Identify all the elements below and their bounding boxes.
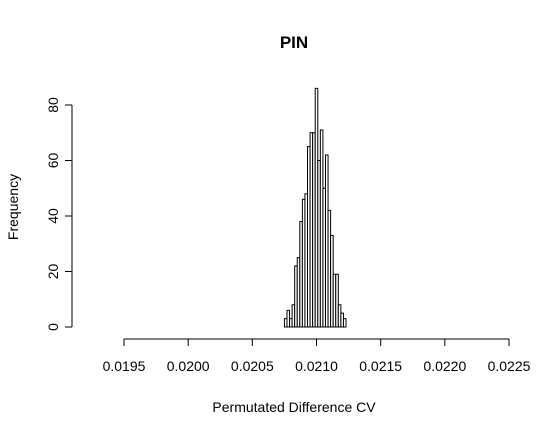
y-axis: 0 20 40 60 80 [45, 97, 73, 331]
x-tick-label: 0.0215 [359, 358, 402, 374]
y-axis-label: Frequency [5, 174, 21, 240]
histogram-bar [335, 273, 339, 328]
x-tick-label: 0.0195 [103, 358, 146, 374]
x-tick-label: 0.0210 [295, 358, 338, 374]
histogram-bar [342, 318, 347, 328]
x-tick-label: 0.0225 [488, 358, 531, 374]
y-tick-label: 60 [45, 153, 61, 169]
x-tick-label: 0.0205 [231, 358, 274, 374]
chart-title: PIN [280, 33, 308, 52]
x-axis-label: Permutated Difference CV [212, 399, 376, 415]
x-tick-label: 0.0200 [167, 358, 210, 374]
y-tick-label: 20 [45, 264, 61, 280]
y-tick-label: 80 [45, 97, 61, 113]
histogram-bars [283, 87, 347, 328]
y-tick-label: 0 [45, 323, 61, 331]
y-tick-label: 40 [45, 208, 61, 224]
x-axis: 0.0195 0.0200 0.0205 0.0210 0.0215 0.0220 0.02… [103, 338, 531, 374]
x-tick-label: 0.0220 [423, 358, 466, 374]
